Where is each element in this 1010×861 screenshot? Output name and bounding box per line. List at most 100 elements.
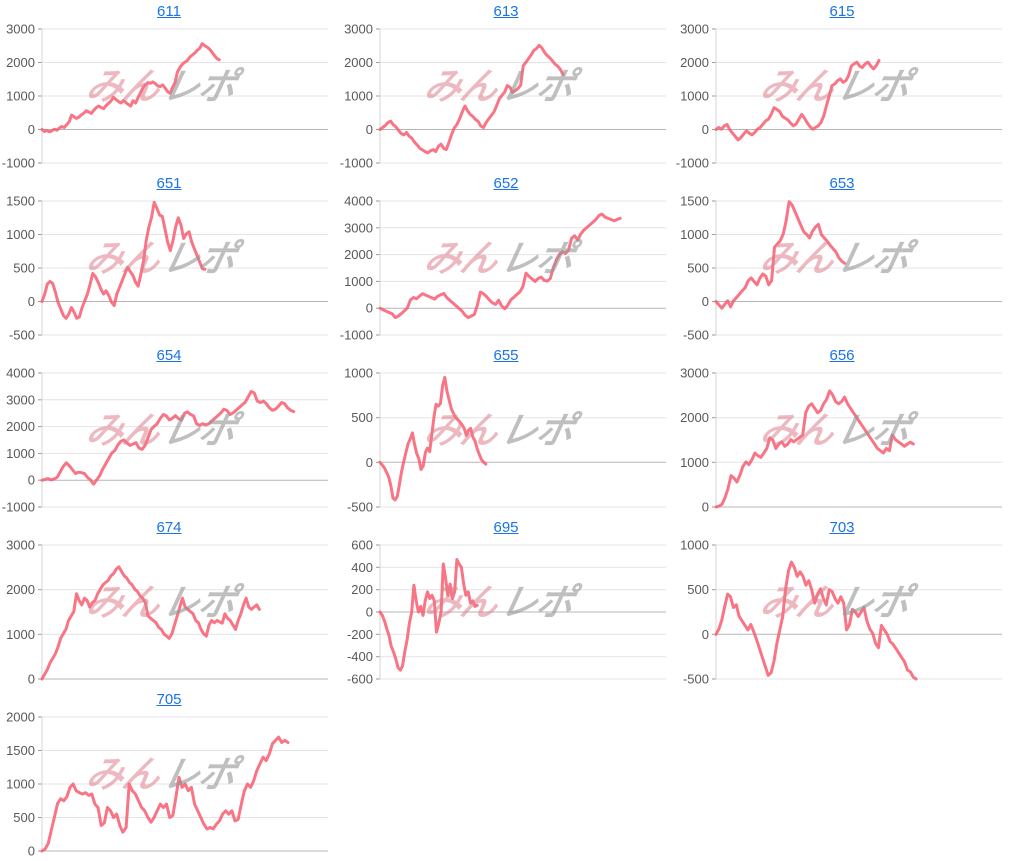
y-tick-label: 400	[351, 560, 373, 575]
chart-title-link[interactable]: 615	[829, 3, 855, 20]
y-tick-label: 1500	[6, 743, 35, 758]
y-tick-label: 4000	[344, 195, 373, 209]
series-line	[40, 565, 261, 681]
y-tick-label: -1000	[676, 156, 709, 171]
y-tick-label: 1000	[6, 777, 35, 792]
chart-title: 653	[674, 172, 1010, 195]
chart-plot-area: 3000 2000 1000 0 みんレポ	[674, 367, 1010, 517]
chart-cell: 652 4000 3000 2000 1000 0 -1000 みんレポ	[338, 172, 674, 344]
y-tick-label: -1000	[2, 156, 35, 171]
chart-cell: 656 3000 2000 1000 0 みんレポ	[674, 344, 1010, 516]
y-tick-label: 3000	[680, 23, 709, 37]
chart-title-link[interactable]: 703	[829, 519, 855, 536]
y-tick-label: 600	[351, 539, 373, 553]
series-line	[40, 735, 290, 853]
y-tick-label: -1000	[2, 500, 35, 515]
chart-cell: 674 3000 2000 1000 0 みんレポ	[0, 516, 338, 688]
chart-title-link[interactable]: 654	[156, 347, 182, 364]
y-tick-label: 1000	[680, 227, 709, 242]
chart-title: 652	[338, 172, 674, 195]
y-tick-label: 0	[702, 122, 709, 137]
chart-plot-area: 1000 500 0 -500 みんレポ	[674, 539, 1010, 689]
chart-plot: 1500 1000 500 0 -500	[680, 195, 1002, 343]
chart-plot-area: 3000 2000 1000 0 -1000 みんレポ	[338, 23, 674, 173]
y-tick-label: 500	[351, 410, 373, 425]
chart-cell: 611 3000 2000 1000 0 -1000 みんレポ	[0, 0, 338, 172]
y-tick-label: 1000	[680, 89, 709, 104]
y-tick-label: -500	[9, 328, 35, 343]
chart-plot-area: 3000 2000 1000 0 -1000 みんレポ	[674, 23, 1010, 173]
chart-title: 703	[674, 516, 1010, 539]
chart-plot-area: 1500 1000 500 0 -500 みんレポ	[0, 195, 336, 345]
chart-plot-area: 1500 1000 500 0 -500 みんレポ	[674, 195, 1010, 345]
y-tick-label: -200	[347, 627, 373, 642]
chart-plot-area: 600 400 200 0 -200 -400 -600 みんレポ	[338, 539, 674, 689]
y-tick-label: 3000	[680, 367, 709, 381]
chart-plot: 4000 3000 2000 1000 0 -1000	[340, 195, 666, 343]
y-tick-label: 1000	[6, 446, 35, 461]
chart-cell: 705 2000 1500 1000 500 0 みんレポ	[0, 688, 338, 860]
y-tick-label: 0	[28, 473, 35, 488]
series-line	[378, 43, 565, 155]
y-tick-label: 2000	[680, 410, 709, 425]
chart-plot-area: 3000 2000 1000 0 -1000 みんレポ	[0, 23, 336, 173]
y-tick-label: 1000	[680, 539, 709, 553]
y-tick-label: 1500	[6, 195, 35, 209]
series-line	[714, 59, 881, 142]
y-tick-label: 500	[13, 261, 35, 276]
chart-plot: 4000 3000 2000 1000 0 -1000	[2, 367, 328, 515]
chart-title-link[interactable]: 613	[493, 3, 519, 20]
y-tick-label: 0	[702, 627, 709, 642]
chart-title: 615	[674, 0, 1010, 23]
chart-title-link[interactable]: 674	[156, 519, 182, 536]
chart-title: 674	[0, 516, 338, 539]
y-tick-label: 1000	[6, 227, 35, 242]
chart-title: 655	[338, 344, 674, 367]
chart-cell: 653 1500 1000 500 0 -500 みんレポ	[674, 172, 1010, 344]
y-tick-label: 2000	[680, 55, 709, 70]
chart-plot-area: 1000 500 0 -500 みんレポ	[338, 367, 674, 517]
chart-cell: 655 1000 500 0 -500 みんレポ	[338, 344, 674, 516]
y-tick-label: 200	[351, 582, 373, 597]
chart-plot: 1000 500 0 -500	[680, 539, 1002, 687]
y-tick-label: 0	[28, 672, 35, 687]
chart-title-link[interactable]: 656	[829, 347, 855, 364]
y-tick-label: 0	[28, 122, 35, 137]
y-tick-label: 2000	[6, 711, 35, 725]
y-tick-label: 1000	[344, 367, 373, 381]
y-tick-label: 1500	[680, 195, 709, 209]
y-tick-label: 500	[687, 261, 709, 276]
chart-plot-area: 3000 2000 1000 0 みんレポ	[0, 539, 336, 689]
y-tick-label: 1000	[680, 455, 709, 470]
series-line	[378, 376, 488, 502]
chart-title: 695	[338, 516, 674, 539]
y-tick-label: 0	[366, 455, 373, 470]
chart-title-link[interactable]: 705	[156, 691, 182, 708]
series-line	[378, 558, 479, 672]
chart-cell: 695 600 400 200 0 -200 -400 -600 みんレポ	[338, 516, 674, 688]
y-tick-label: 1000	[6, 627, 35, 642]
y-tick-label: 2000	[6, 419, 35, 434]
y-tick-label: 1000	[6, 89, 35, 104]
y-tick-label: 3000	[6, 539, 35, 553]
y-tick-label: -500	[347, 500, 373, 515]
chart-plot: 3000 2000 1000 0	[680, 367, 1002, 515]
y-tick-label: -1000	[340, 328, 373, 343]
chart-title-link[interactable]: 655	[493, 347, 519, 364]
chart-plot-area: 4000 3000 2000 1000 0 -1000 みんレポ	[338, 195, 674, 345]
chart-title-link[interactable]: 653	[829, 175, 855, 192]
series-line	[714, 389, 915, 509]
y-tick-label: 500	[13, 810, 35, 825]
chart-plot: 600 400 200 0 -200 -400 -600	[347, 539, 666, 687]
y-tick-label: 4000	[6, 367, 35, 381]
y-tick-label: 0	[702, 500, 709, 515]
y-tick-label: 3000	[6, 392, 35, 407]
chart-title-link[interactable]: 611	[157, 3, 181, 20]
chart-title-link[interactable]: 651	[156, 175, 182, 192]
chart-plot: 2000 1500 1000 500 0	[6, 711, 328, 859]
series-line	[40, 42, 221, 134]
chart-title-link[interactable]: 695	[493, 519, 519, 536]
chart-title-link[interactable]: 652	[493, 175, 519, 192]
chart-title: 654	[0, 344, 338, 367]
chart-plot: 1000 500 0 -500	[344, 367, 666, 515]
